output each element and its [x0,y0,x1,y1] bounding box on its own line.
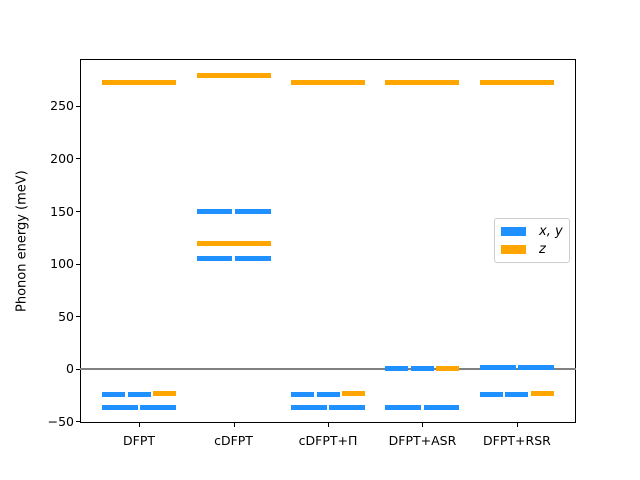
x-tick-mark [233,423,235,427]
legend-swatch-z [501,245,526,254]
y-tick-label: 100 [50,256,74,272]
y-tick-mark [76,368,80,370]
phonon-level-segment [102,79,177,85]
y-tick-mark [76,316,80,318]
y-tick-label: −50 [47,413,74,429]
x-tick-label: cDFPT+Π [298,433,358,448]
legend: x, y z [494,218,570,263]
phonon-level-segment [316,392,340,398]
x-tick-mark [422,423,424,427]
phonon-level-segment [505,392,529,398]
phonon-level-segment [102,392,126,398]
y-tick-label: 50 [58,308,74,324]
phonon-level-segment [518,364,554,370]
y-tick-label: 150 [50,203,74,219]
phonon-level-segment [291,404,327,410]
plot-area [80,59,576,423]
phonon-level-segment [234,256,271,262]
y-tick-mark [76,211,80,213]
phonon-level-segment [436,365,460,371]
x-tick-label: cDFPT [214,433,253,448]
phonon-level-segment [196,209,233,215]
legend-item-z: z [501,242,569,257]
phonon-level-segment [385,365,409,371]
phonon-level-segment [153,391,177,397]
y-axis-label: Phonon energy (meV) [14,170,30,312]
y-tick-label: 200 [50,150,74,166]
phonon-level-segment [127,392,151,398]
zero-baseline [80,368,576,371]
phonon-level-segment [329,404,365,410]
legend-item-xy: x, y [501,224,569,239]
phonon-level-segment [196,256,233,262]
x-tick-label: DFPT [123,433,156,448]
y-tick-label: 250 [50,98,74,114]
phonon-level-segment [530,391,554,397]
phonon-level-segment [291,79,365,85]
x-tick-mark [139,423,141,427]
phonon-level-segment [479,364,516,370]
phonon-level-segment [196,240,271,246]
phonon-level-segment [140,404,177,410]
phonon-level-segment [234,209,271,215]
x-tick-label: DFPT+RSR [483,433,551,448]
phonon-level-segment [479,79,554,85]
phonon-level-segment [291,392,314,398]
phonon-level-segment [196,73,271,79]
phonon-level-segment [102,404,138,410]
legend-label-z: z [539,242,546,257]
phonon-level-segment [342,391,365,397]
y-tick-mark [76,421,80,423]
legend-label-xy: x, y [539,224,563,239]
x-tick-mark [516,423,518,427]
phonon-level-segment [385,404,422,410]
y-tick-label: 0 [66,361,74,377]
legend-swatch-xy [501,227,526,236]
phonon-level-segment [423,404,460,410]
x-tick-label: DFPT+ASR [388,433,457,448]
y-tick-mark [76,105,80,107]
phonon-level-segment [385,79,460,85]
x-tick-mark [328,423,329,427]
phonon-level-segment [410,365,434,371]
y-tick-mark [76,158,80,160]
y-tick-mark [76,263,80,265]
phonon-level-segment [479,392,503,398]
